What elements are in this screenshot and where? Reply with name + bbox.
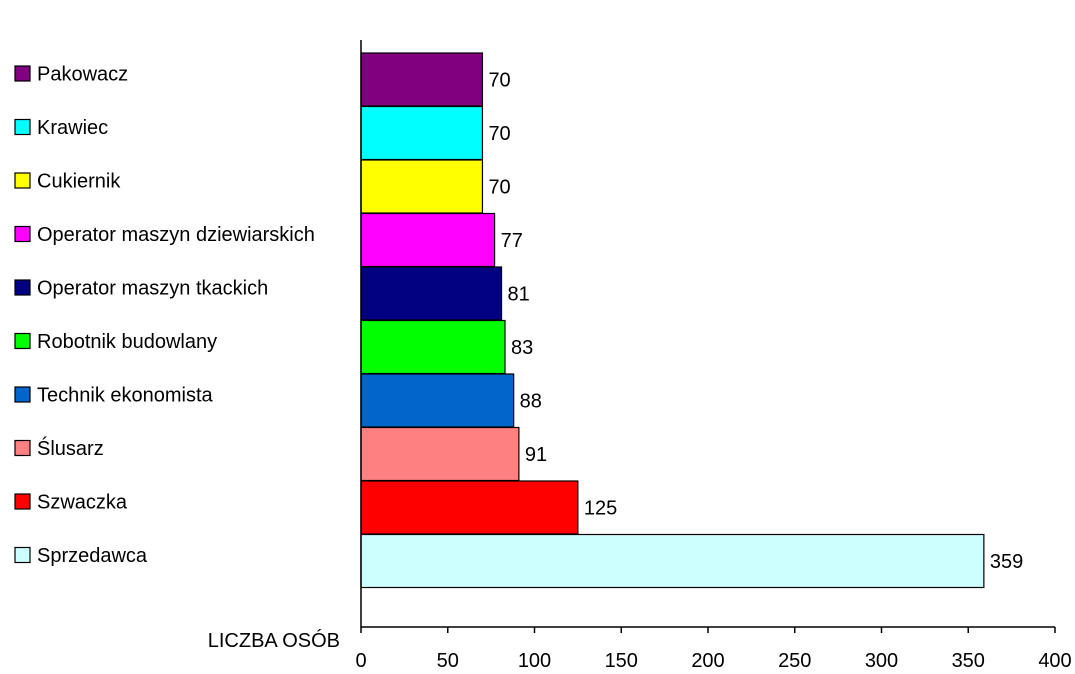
bar-operator-maszyn-dziewiarskich (360, 212, 496, 268)
legend-swatch-slusarz (14, 439, 31, 457)
legend-label-technik-ekonomista: Technik ekonomista (37, 385, 214, 407)
x-tick-label: 300 (865, 650, 898, 672)
legend: Pakowacz Krawiec Cukiernik Operator maszyn … (14, 64, 315, 567)
legend-swatch-szwaczka (14, 493, 31, 510)
legend-swatch-cukiernik (14, 172, 31, 189)
x-ticks-group: 0 50 100 150 200 250 300 350 400 (355, 627, 1072, 672)
value-label-robotnik-budowlany: 83 (511, 337, 533, 359)
legend-swatch-sprzedawca (14, 546, 31, 564)
x-tick-label: 250 (778, 650, 811, 672)
legend-label-robotnik-budowlany: Robotnik budowlany (37, 331, 217, 353)
x-tick-label: 350 (952, 650, 985, 672)
legend-swatch-krawiec (14, 118, 31, 136)
value-label-pakowacz: 70 (488, 70, 510, 92)
legend-swatch-pakowacz (14, 65, 31, 82)
legend-swatch-operator-maszyn-dziewiarskich (14, 225, 31, 243)
bar-szwaczka (360, 480, 579, 535)
bar-robotnik-budowlany (360, 319, 506, 375)
x-tick-label: 0 (355, 650, 366, 672)
value-label-sprzedawca: 359 (990, 551, 1023, 573)
bar-operator-maszyn-tkackich (360, 266, 503, 321)
value-label-operator-maszyn-dziewiarskich: 77 (501, 230, 523, 252)
x-tick-label: 50 (437, 650, 459, 672)
value-labels-group: 70 70 70 77 81 83 88 91 125 359 (488, 70, 1023, 574)
legend-label-krawiec: Krawiec (37, 117, 108, 139)
value-label-operator-maszyn-tkackich: 81 (508, 284, 530, 306)
x-tick-label: 150 (605, 650, 638, 672)
legend-label-sprzedawca: Sprzedawca (37, 545, 148, 567)
value-label-szwaczka: 125 (584, 498, 617, 520)
value-label-krawiec: 70 (488, 123, 510, 145)
bars-group (360, 52, 985, 589)
legend-label-pakowacz: Pakowacz (37, 64, 128, 86)
legend-label-szwaczka: Szwaczka (37, 492, 128, 514)
bar-technik-ekonomista (360, 373, 515, 428)
x-axis-label: LICZBA OSÓB (208, 629, 340, 652)
legend-swatch-robotnik-budowlany (14, 332, 31, 350)
x-tick-label: 200 (691, 650, 724, 672)
legend-label-slusarz: Ślusarz (37, 436, 104, 460)
legend-swatch-technik-ekonomista (14, 386, 31, 403)
legend-label-operator-maszyn-tkackich: Operator maszyn tkackich (37, 278, 268, 300)
bar-cukiernik (360, 159, 484, 214)
legend-label-operator-maszyn-dziewiarskich: Operator maszyn dziewiarskich (37, 224, 315, 246)
legend-label-cukiernik: Cukiernik (37, 171, 121, 193)
bar-krawiec (360, 105, 484, 161)
x-tick-label: 400 (1038, 650, 1071, 672)
bar-slusarz (360, 426, 520, 482)
value-label-slusarz: 91 (525, 444, 547, 466)
value-label-cukiernik: 70 (488, 177, 510, 199)
value-label-technik-ekonomista: 88 (520, 391, 542, 413)
x-tick-label: 100 (518, 650, 551, 672)
bar-pakowacz (360, 52, 484, 107)
bar-sprzedawca (360, 533, 985, 589)
legend-swatch-operator-maszyn-tkackich (14, 279, 31, 296)
